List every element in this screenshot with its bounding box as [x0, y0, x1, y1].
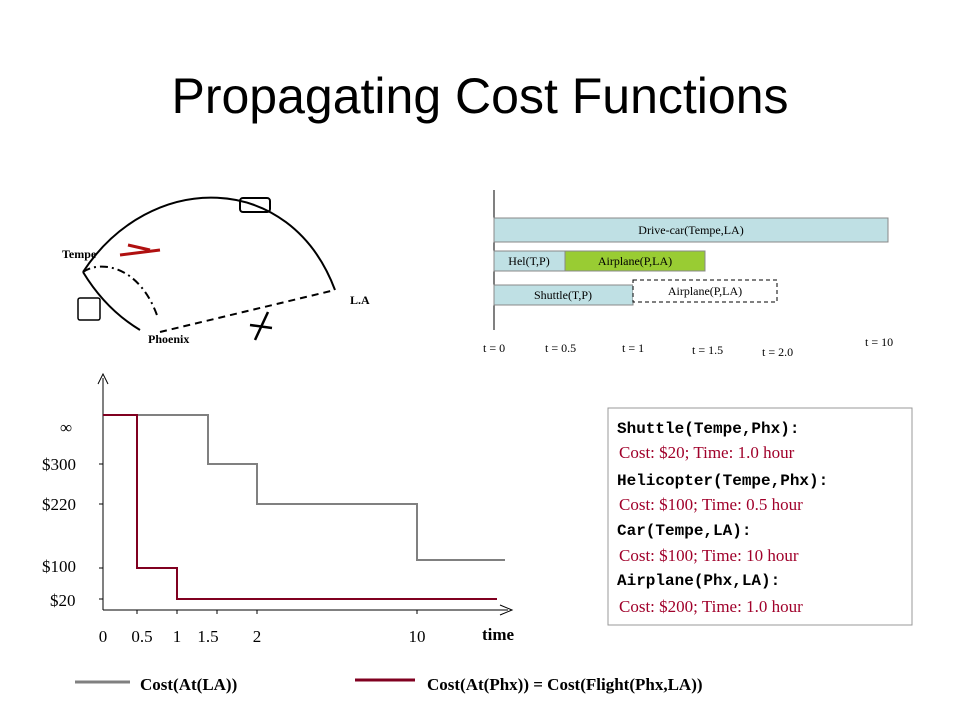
- time-label: t = 1: [622, 341, 644, 355]
- heli-icon: [119, 243, 161, 257]
- slide-title: Propagating Cost Functions: [171, 68, 788, 124]
- car-icon: [239, 197, 271, 213]
- bus-icon: [77, 297, 101, 321]
- action-name: Airplane(Phx,LA):: [617, 572, 780, 590]
- legend-label: Cost(At(LA)): [140, 675, 237, 694]
- flight-route: [159, 289, 336, 333]
- x-label: 10: [409, 627, 426, 646]
- action-label: Airplane(P,LA): [668, 284, 742, 298]
- action-detail: Cost: $100; Time: 0.5 hour: [619, 495, 803, 514]
- time-label: t = 0: [483, 341, 505, 355]
- y-label: $20: [50, 591, 76, 610]
- y-label: $100: [42, 557, 76, 576]
- action-name: Shuttle(Tempe,Phx):: [617, 420, 799, 438]
- x-title: time: [482, 625, 515, 644]
- time-label: t = 1.5: [692, 343, 723, 357]
- action-name: Helicopter(Tempe,Phx):: [617, 472, 828, 490]
- action-detail: Cost: $100; Time: 10 hour: [619, 546, 799, 565]
- cost-la-line: [103, 414, 505, 561]
- car-route: [82, 196, 336, 291]
- action-bar: [493, 217, 889, 243]
- map: [77, 196, 336, 341]
- shuttle-route: [82, 271, 141, 331]
- cost-phx-line: [103, 414, 497, 600]
- city-label: Tempe: [62, 247, 97, 261]
- heli-route: [82, 265, 159, 319]
- x-label: 0: [99, 627, 108, 646]
- action-label: Shuttle(T,P): [534, 288, 592, 302]
- action-label: Airplane(P,LA): [598, 254, 672, 268]
- action-bar: [632, 279, 778, 303]
- x-label: 1: [173, 627, 182, 646]
- time-label: t = 2.0: [762, 345, 793, 359]
- plane-icon: [249, 311, 273, 341]
- y-label: ∞: [60, 418, 72, 437]
- action-label: Hel(T,P): [508, 254, 549, 268]
- x-label: 2: [253, 627, 262, 646]
- y-label: $300: [42, 455, 76, 474]
- y-label: $220: [42, 495, 76, 514]
- plot-axes: [97, 372, 514, 616]
- city-label: Phoenix: [148, 332, 189, 346]
- tick-marks: [99, 463, 418, 614]
- time-label: t = 0.5: [545, 341, 576, 355]
- x-label: 0.5: [131, 627, 152, 646]
- x-arrow: [499, 604, 514, 616]
- info-box: [607, 407, 913, 626]
- action-label: Drive-car(Tempe,LA): [638, 223, 743, 237]
- city-label: L.A: [350, 293, 370, 307]
- y-arrow: [97, 372, 109, 385]
- x-label: 1.5: [197, 627, 218, 646]
- action-bar: [564, 250, 706, 272]
- legend-label: Cost(At(Phx)) = Cost(Flight(Phx,LA)): [427, 675, 703, 694]
- action-detail: Cost: $20; Time: 1.0 hour: [619, 443, 795, 462]
- action-detail: Cost: $200; Time: 1.0 hour: [619, 597, 803, 616]
- action-name: Car(Tempe,LA):: [617, 522, 751, 540]
- time-label: t = 10: [865, 335, 893, 349]
